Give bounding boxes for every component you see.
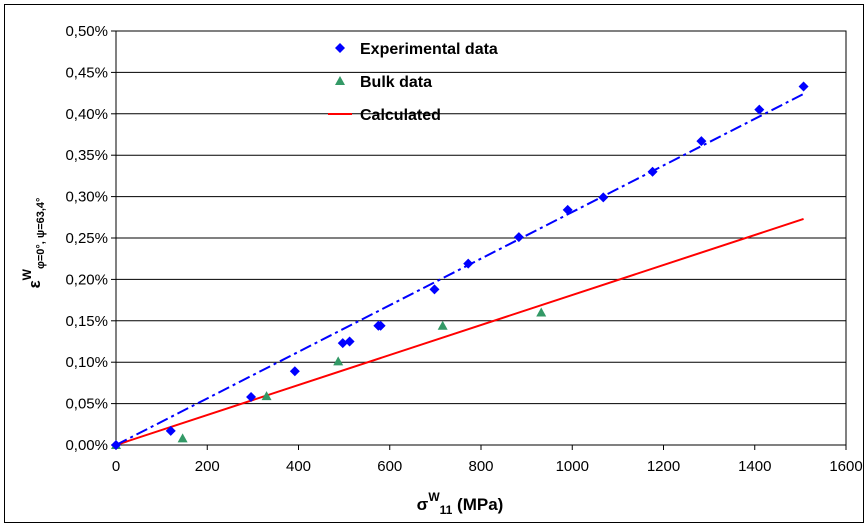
experimental-data-point (246, 391, 257, 402)
y-axis-title-sup: W (20, 268, 34, 280)
experimental-data-point (111, 440, 121, 450)
y-tick-label: 0,35% (65, 147, 108, 164)
y-tick-label: 0,25% (65, 230, 108, 247)
experimental-data-point (429, 284, 440, 295)
x-axis-title: σW11 (MPa) (417, 490, 504, 517)
experimental-data-point (375, 320, 386, 331)
experimental-data-point (647, 166, 658, 177)
y-tick-label: 0,00% (65, 437, 108, 454)
calculated-line (115, 218, 804, 446)
x-tick-label: 0 (112, 458, 120, 475)
y-axis-title-sub: φ=0°, ψ=63,4° (35, 198, 47, 269)
legend-experimental-icon (335, 43, 345, 53)
x-axis-ticks: 0 200 400 600 800 1000 1200 1400 1600 (112, 445, 863, 475)
data-series (111, 81, 809, 450)
x-tick-label: 1000 (556, 458, 589, 475)
y-tick-label: 0,40% (65, 106, 108, 123)
x-tick-label: 1600 (829, 458, 862, 475)
grid-lines (116, 71, 846, 405)
experimental-data-point (696, 136, 707, 147)
legend-label: Experimental data (360, 41, 498, 58)
y-tick-label: 0,45% (65, 64, 108, 81)
x-tick-label: 400 (286, 458, 311, 475)
experimental-data-point (337, 338, 348, 349)
bulk-data-point (333, 356, 344, 366)
x-axis-title-sup: W (428, 490, 440, 504)
legend-bulk-icon (335, 76, 345, 85)
legend-label: Bulk data (360, 74, 432, 91)
y-axis-ticks: 0,00% 0,05% 0,10% 0,15% 0,20% 0,25% 0,30% 0,35%… (65, 23, 116, 454)
bulk-data-point (261, 391, 272, 401)
x-tick-label: 600 (377, 458, 402, 475)
y-tick-label: 0,50% (65, 23, 108, 40)
x-axis-title-base: σ (417, 495, 429, 514)
y-axis-title-base: ε (25, 280, 44, 288)
experimental-data-point (165, 425, 176, 436)
experimental-trendline (115, 93, 805, 446)
legend: Experimental data Bulk data Calculated (328, 41, 498, 124)
experimental-data-point (754, 104, 765, 115)
x-tick-label: 1400 (738, 458, 771, 475)
experimental-data-point (289, 366, 300, 377)
experimental-data-point (562, 204, 573, 215)
y-tick-label: 0,10% (65, 354, 108, 371)
legend-label: Calculated (360, 107, 441, 124)
experimental-data-point (463, 258, 474, 269)
y-axis-title: εWφ=0°, ψ=63,4° (20, 198, 47, 289)
x-axis-title-sub: 11 (440, 503, 453, 517)
y-tick-label: 0,05% (65, 396, 108, 413)
experimental-data-point (798, 81, 809, 92)
x-tick-label: 800 (468, 458, 493, 475)
experimental-data-point (344, 336, 355, 347)
bulk-data-point (536, 307, 547, 317)
y-tick-label: 0,20% (65, 271, 108, 288)
x-axis-title-unit: (MPa) (452, 495, 503, 514)
y-tick-label: 0,15% (65, 313, 108, 330)
bulk-data-point (177, 433, 188, 443)
experimental-data-point (513, 232, 524, 243)
x-tick-label: 1200 (647, 458, 680, 475)
y-tick-label: 0,30% (65, 189, 108, 206)
experimental-data-point (598, 192, 609, 203)
bulk-data-point (437, 320, 448, 330)
x-tick-label: 200 (195, 458, 220, 475)
